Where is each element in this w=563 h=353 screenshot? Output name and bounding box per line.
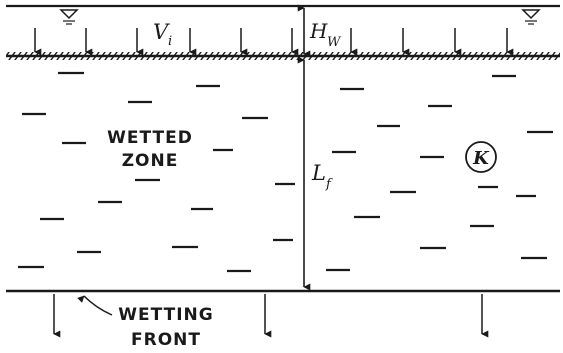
wetting-front-label: FRONT [131,330,201,350]
conductivity-circle [465,141,497,173]
water-surface-icon [521,9,541,25]
water-surface-icon [59,9,79,25]
infiltration-rate-symbol: V [153,20,170,44]
front-depth-subscript: f [325,177,333,192]
infiltration-arrows [34,28,514,56]
ponded-depth-subscript: W [327,35,342,50]
wetted-zone-label: WETTED [107,128,193,148]
conductivity-symbol: K [472,148,490,169]
wetted-zone-label: ZONE [122,151,179,171]
wetting-front-leader [77,295,113,316]
ponded-depth-symbol: H [309,19,328,43]
ground-surface [6,52,560,60]
wetting-front-label: WETTING [118,305,213,325]
infiltration-rate-subscript: i [168,34,172,49]
front-depth-symbol: L [311,161,326,185]
wetted-zone-dashes [18,71,553,273]
